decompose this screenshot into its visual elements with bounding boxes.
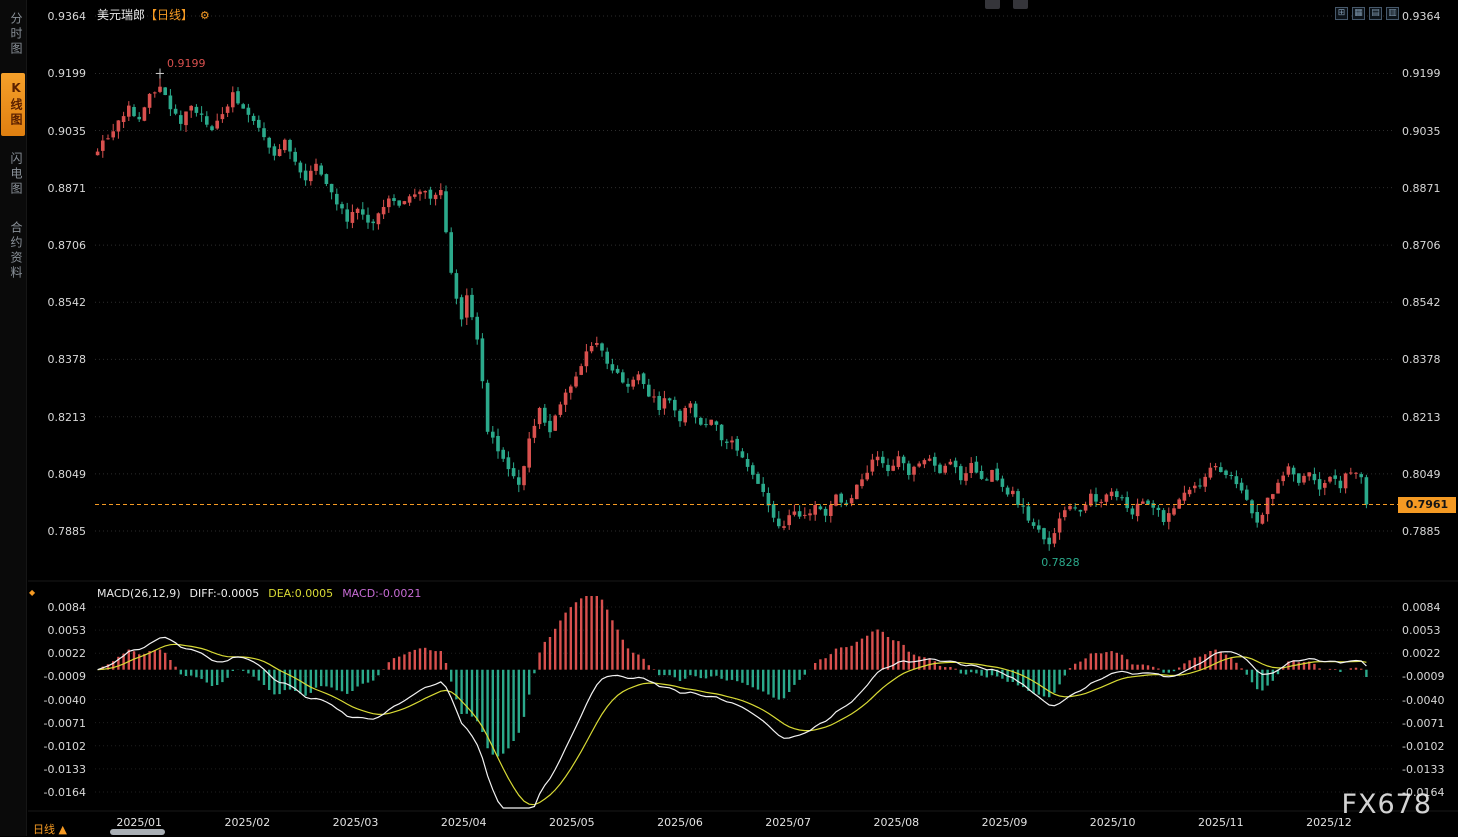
pane-splitter-handle[interactable]: ◆: [29, 588, 36, 597]
settings-icon[interactable]: ⚙: [199, 9, 210, 22]
x-axis-month-label: 2025/01: [116, 816, 163, 829]
axis-tick-label: 0.8706: [1402, 239, 1441, 253]
axis-tick-label: -0.0009: [1402, 670, 1445, 684]
x-axis-month-label: 2025/06: [657, 816, 703, 829]
axis-tick-label: 0.9199: [1402, 67, 1441, 81]
axis-tick-label: 0.8378: [47, 353, 87, 367]
axis-tick-label: 0.8049: [47, 467, 87, 481]
axis-tick-label: 0.8213: [47, 410, 87, 424]
period-selector[interactable]: 日线 ▲: [33, 821, 67, 837]
sidebar-tab-lightning[interactable]: 闪电图: [9, 152, 23, 197]
axis-tick-label: 0.9035: [47, 124, 87, 138]
sidebar-tab-time-share[interactable]: 分时图: [9, 12, 23, 57]
obscured-titlebar-icon: [985, 0, 1000, 9]
axis-tick-label: 0.9199: [47, 67, 87, 81]
column-layout-icon[interactable]: ▥: [1386, 7, 1399, 20]
axis-tick-label: 0.9035: [1402, 124, 1441, 138]
axis-tick-label: 0.9364: [1402, 10, 1441, 23]
axis-tick-label: 0.8871: [47, 181, 87, 195]
row-layout-icon[interactable]: ▤: [1369, 7, 1382, 20]
axis-tick-label: 0.0022: [1402, 647, 1441, 661]
symbol-title: 美元瑞郎: [97, 8, 146, 22]
dea-value: DEA:0.0005: [268, 587, 334, 600]
dropdown-arrow-icon: ▲: [58, 823, 67, 836]
axis-tick-label: -0.0133: [1402, 762, 1445, 776]
grid-layout-icon[interactable]: ▦: [1352, 7, 1365, 20]
axis-tick-label: -0.0009: [43, 670, 86, 684]
h-scrollbar-thumb[interactable]: [110, 829, 165, 835]
macd-value: MACD:-0.0021: [342, 587, 422, 600]
axis-tick-label: 0.8542: [1402, 296, 1441, 310]
axis-tick-label: -0.0040: [43, 693, 86, 707]
price-axis-left: 0.9364 0.9199 0.9035 0.8871 0.8706 0.8542 0.83…: [28, 0, 89, 836]
x-axis-month-label: 2025/04: [440, 816, 487, 829]
low-price-annotation: 0.7828: [1041, 555, 1080, 569]
x-axis-month-label: 2025/05: [548, 816, 595, 829]
axis-tick-label: -0.0102: [1402, 739, 1445, 753]
x-axis-month-label: 2025/09: [981, 816, 1028, 829]
x-axis-month-label: 2025/03: [332, 816, 379, 829]
period-label: 日线: [33, 823, 55, 836]
sidebar-tab-contract-info[interactable]: 合约资料: [9, 221, 23, 281]
indicator-name[interactable]: MACD(26,12,9): [97, 587, 181, 600]
axis-tick-label: 0.0084: [47, 601, 87, 614]
axis-tick-label: 0.9364: [47, 10, 87, 23]
axis-tick-label: 0.7885: [1402, 525, 1441, 538]
last-price-tag: 0.7961: [1398, 496, 1456, 513]
axis-tick-label: 0.8871: [1402, 181, 1441, 195]
axis-tick-label: 0.8378: [1402, 353, 1441, 367]
price-axis-right: 0.9364 0.9199 0.9035 0.8871 0.8706 0.8542 0.83…: [1400, 0, 1457, 836]
x-axis-month-label: 2025/07: [765, 816, 812, 829]
axis-tick-label: 0.8706: [47, 239, 87, 253]
axis-tick-label: -0.0040: [1402, 693, 1445, 707]
axis-tick-label: 0.8213: [1402, 410, 1441, 424]
diff-value: DIFF:-0.0005: [189, 587, 260, 600]
compare-layout-icon[interactable]: ⊞: [1335, 7, 1348, 20]
axis-tick-label: 0.7885: [47, 525, 87, 538]
x-axis-month-label: 2025/02: [224, 816, 271, 829]
sidebar: 分时图 K线图闪电图合约资料: [0, 0, 27, 836]
axis-tick-label: 0.8049: [1402, 467, 1441, 481]
sidebar-tab-kline[interactable]: K线图: [1, 73, 25, 136]
axis-tick-label: -0.0164: [1402, 786, 1445, 799]
period-tag: 【日线】: [145, 8, 194, 22]
axis-tick-label: -0.0164: [43, 786, 86, 799]
chart-header: 美元瑞郎【日线】 ⚙: [97, 6, 210, 23]
x-axis-month-label: 2025/08: [873, 816, 920, 829]
axis-tick-label: -0.0071: [43, 716, 86, 730]
axis-tick-label: -0.0071: [1402, 716, 1445, 730]
high-price-annotation: 0.9199: [167, 57, 206, 71]
axis-tick-label: 0.0053: [1402, 624, 1441, 638]
x-axis-month-label: 2025/12: [1306, 816, 1352, 829]
axis-tick-label: 0.0084: [1402, 601, 1441, 614]
axis-tick-label: -0.0133: [43, 762, 86, 776]
x-axis-month-label: 2025/11: [1197, 816, 1244, 829]
watermark: FX678: [1341, 789, 1432, 820]
obscured-titlebar-icon: [1013, 0, 1028, 9]
axis-tick-label: 0.0053: [47, 624, 87, 638]
axis-tick-label: 0.0022: [47, 647, 87, 661]
indicator-label-row: MACD(26,12,9) DIFF:-0.0005 DEA:0.0005 MACD:…: [97, 587, 430, 600]
x-axis-month-label: 2025/10: [1089, 816, 1136, 829]
chart-layout-toolbar: ⊞ ▦ ▤ ▥: [1335, 7, 1399, 20]
axis-tick-label: 0.8542: [47, 296, 87, 310]
axis-tick-label: -0.0102: [43, 739, 86, 753]
